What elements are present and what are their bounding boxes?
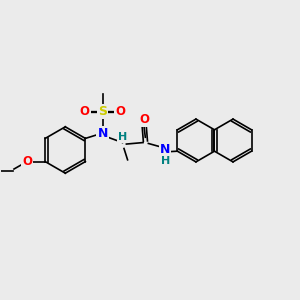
Text: O: O [80, 105, 90, 118]
Text: O: O [116, 105, 125, 118]
Text: O: O [139, 113, 149, 126]
Text: H: H [161, 156, 170, 166]
Text: O: O [22, 155, 32, 168]
Text: N: N [160, 143, 170, 156]
Text: H: H [118, 132, 127, 142]
Text: S: S [98, 105, 107, 118]
Text: N: N [98, 127, 108, 140]
